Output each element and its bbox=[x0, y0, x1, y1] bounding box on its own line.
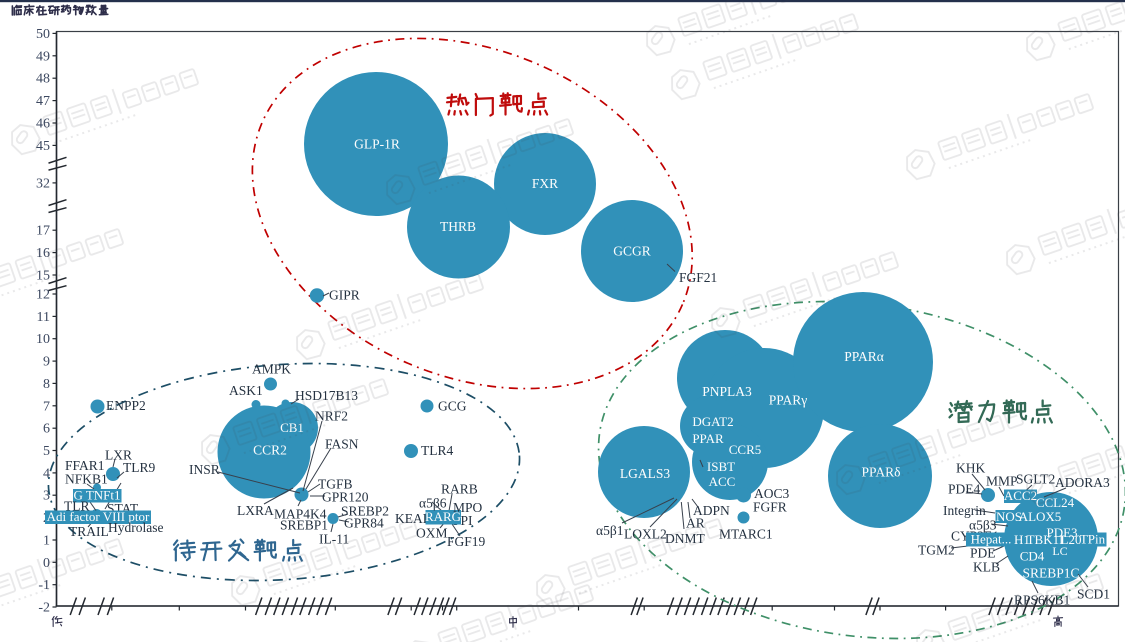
svg-text:LOXL2: LOXL2 bbox=[624, 527, 667, 542]
svg-text:TBK1I: TBK1I bbox=[1027, 532, 1064, 547]
svg-text:NOS: NOS bbox=[996, 509, 1022, 524]
svg-text:FGF19: FGF19 bbox=[447, 534, 486, 549]
svg-text:45: 45 bbox=[36, 139, 50, 154]
svg-text:49: 49 bbox=[36, 49, 50, 64]
svg-text:KHK: KHK bbox=[956, 461, 985, 476]
svg-text:PPARγ: PPARγ bbox=[769, 393, 808, 408]
svg-text:TLR9: TLR9 bbox=[123, 460, 155, 475]
svg-text:GIPR: GIPR bbox=[329, 288, 360, 303]
svg-text:CCR5: CCR5 bbox=[729, 442, 762, 457]
svg-text:32: 32 bbox=[36, 176, 50, 191]
svg-text:RPS6KB1: RPS6KB1 bbox=[1014, 593, 1070, 608]
svg-text:MTARC1: MTARC1 bbox=[719, 527, 773, 542]
svg-text:ADPN: ADPN bbox=[693, 503, 730, 518]
svg-text:47: 47 bbox=[36, 94, 50, 109]
svg-text:SREBP1C: SREBP1C bbox=[1022, 566, 1079, 581]
svg-text:FGF21: FGF21 bbox=[679, 270, 717, 285]
svg-text:Integrin: Integrin bbox=[943, 503, 986, 518]
svg-text:10: 10 bbox=[36, 332, 50, 347]
svg-text:LXRA: LXRA bbox=[237, 503, 274, 518]
svg-text:5: 5 bbox=[43, 444, 50, 459]
svg-text:α5β3: α5β3 bbox=[969, 518, 997, 533]
svg-text:0: 0 bbox=[43, 556, 50, 571]
svg-text:LC: LC bbox=[1052, 544, 1067, 558]
svg-text:GCGR: GCGR bbox=[613, 244, 651, 259]
svg-text:8: 8 bbox=[43, 377, 50, 392]
svg-text:ASK1: ASK1 bbox=[229, 383, 263, 398]
svg-text:MPO: MPO bbox=[453, 500, 483, 515]
svg-text:Hepat...: Hepat... bbox=[971, 532, 1012, 547]
svg-text:GCG: GCG bbox=[438, 399, 467, 414]
svg-text:TGM2: TGM2 bbox=[918, 543, 955, 558]
svg-text:α5β6: α5β6 bbox=[419, 496, 447, 511]
svg-text:SREBP2: SREBP2 bbox=[341, 504, 389, 519]
svg-text:FXR: FXR bbox=[532, 176, 558, 191]
svg-text:LGALS3: LGALS3 bbox=[620, 466, 670, 481]
svg-text:MMP: MMP bbox=[986, 474, 1018, 489]
svg-text:PPAR: PPAR bbox=[692, 431, 724, 446]
svg-text:TRAIL: TRAIL bbox=[69, 524, 109, 539]
svg-text:50: 50 bbox=[36, 27, 50, 42]
svg-text:4: 4 bbox=[43, 466, 50, 481]
svg-text:11: 11 bbox=[37, 310, 50, 325]
svg-text:9: 9 bbox=[43, 355, 50, 370]
svg-text:7: 7 bbox=[43, 399, 50, 414]
svg-text:17: 17 bbox=[36, 224, 50, 239]
svg-text:PPARα: PPARα bbox=[844, 349, 884, 364]
svg-text:H1: H1 bbox=[1014, 532, 1030, 547]
svg-text:CD4: CD4 bbox=[1020, 549, 1045, 564]
svg-text:FFAR1: FFAR1 bbox=[65, 458, 105, 473]
svg-text:OXM: OXM bbox=[416, 526, 448, 541]
svg-text:IL-11: IL-11 bbox=[319, 532, 349, 547]
svg-text:ACC2: ACC2 bbox=[1004, 488, 1037, 503]
svg-text:ENPP2: ENPP2 bbox=[106, 398, 146, 413]
svg-text:CCR2: CCR2 bbox=[253, 443, 287, 458]
svg-text:48: 48 bbox=[36, 72, 50, 87]
svg-text:GLP-1R: GLP-1R bbox=[354, 137, 400, 152]
svg-text:1: 1 bbox=[43, 534, 50, 549]
svg-text:ISBT: ISBT bbox=[707, 459, 735, 474]
svg-text:Hydrolase: Hydrolase bbox=[108, 520, 163, 535]
svg-text:TGFB: TGFB bbox=[318, 477, 353, 492]
svg-text:THRB: THRB bbox=[440, 219, 476, 234]
svg-text:SGLT2: SGLT2 bbox=[1016, 472, 1055, 487]
svg-text:RARG: RARG bbox=[425, 509, 461, 524]
svg-text:KLB: KLB bbox=[973, 560, 1000, 575]
svg-text:LXR: LXR bbox=[105, 448, 132, 463]
svg-text:FGFR: FGFR bbox=[753, 500, 787, 515]
svg-text:NRF2: NRF2 bbox=[315, 409, 348, 424]
svg-text:INSR: INSR bbox=[189, 462, 220, 477]
svg-text:PDE3: PDE3 bbox=[1046, 525, 1077, 540]
svg-text:-2: -2 bbox=[38, 601, 50, 616]
svg-text:6: 6 bbox=[43, 422, 50, 437]
svg-text:PNPLA3: PNPLA3 bbox=[702, 384, 752, 399]
svg-text:GPR120: GPR120 bbox=[322, 490, 369, 505]
svg-text:ACC: ACC bbox=[709, 474, 736, 489]
svg-text:TLR4: TLR4 bbox=[421, 443, 453, 458]
svg-text:AOC3: AOC3 bbox=[754, 486, 790, 501]
svg-text:TLR: TLR bbox=[64, 499, 90, 514]
svg-text:MAP4K4: MAP4K4 bbox=[274, 507, 327, 522]
svg-text:G TNFt1: G TNFt1 bbox=[73, 488, 120, 503]
svg-text:DNMT: DNMT bbox=[665, 531, 706, 546]
svg-text:DGAT2: DGAT2 bbox=[692, 414, 733, 429]
svg-text:ADORA3: ADORA3 bbox=[1055, 475, 1110, 490]
svg-text:SREBP1: SREBP1 bbox=[280, 518, 328, 533]
svg-text:GPR84: GPR84 bbox=[344, 516, 384, 531]
svg-text:α5β1: α5β1 bbox=[596, 523, 623, 538]
svg-text:AMPK: AMPK bbox=[252, 362, 291, 377]
svg-text:3: 3 bbox=[43, 489, 50, 504]
svg-text:PDE4: PDE4 bbox=[948, 482, 981, 497]
svg-text:NFKB1: NFKB1 bbox=[65, 472, 108, 487]
svg-text:FASN: FASN bbox=[325, 437, 359, 452]
svg-text:TPin: TPin bbox=[1080, 532, 1106, 547]
svg-text:PDE: PDE bbox=[970, 546, 996, 561]
svg-text:CCL24: CCL24 bbox=[1036, 495, 1075, 510]
svg-text:12: 12 bbox=[36, 288, 50, 303]
svg-text:L20: L20 bbox=[1061, 532, 1082, 547]
svg-text:-1: -1 bbox=[38, 578, 50, 593]
svg-text:ALOX5: ALOX5 bbox=[1019, 509, 1062, 524]
svg-text:Adi factor VIII ptor: Adi factor VIII ptor bbox=[47, 509, 150, 524]
svg-text:RARB: RARB bbox=[441, 482, 478, 497]
